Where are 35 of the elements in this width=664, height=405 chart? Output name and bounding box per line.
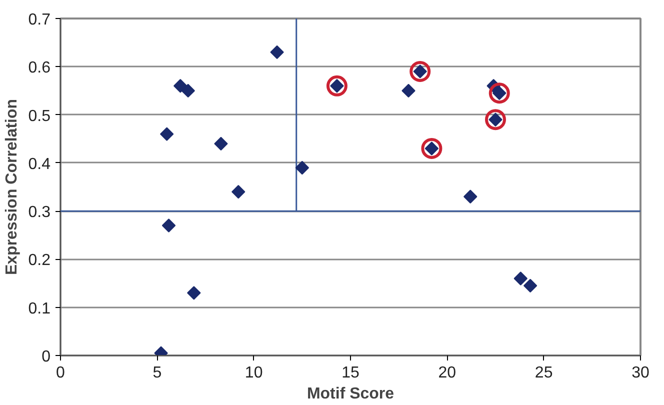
point: [485, 109, 506, 130]
y-tick-label: 0.6: [28, 60, 51, 77]
point: [410, 60, 431, 82]
point: [187, 286, 201, 300]
x-tick-label: 15: [342, 364, 360, 382]
y-tick-label: 0.4: [28, 156, 51, 173]
point: [464, 190, 478, 204]
point: [162, 218, 176, 232]
y-tick-label: 0: [42, 348, 51, 366]
x-tick-label: 10: [244, 364, 263, 382]
point: [174, 79, 188, 93]
x-tick-label: 25: [534, 364, 553, 382]
point: [402, 84, 416, 98]
point: [326, 75, 348, 96]
x-tick-label: 0: [56, 364, 66, 382]
point: [514, 272, 528, 286]
point: [181, 84, 195, 98]
x-tick-label: 5: [152, 364, 162, 382]
y-tick-label: 0.1: [28, 300, 51, 318]
y-tick-label: 0.5: [28, 108, 51, 125]
y-tick-label: 0.3: [28, 204, 51, 222]
point: [488, 82, 510, 104]
point: [270, 45, 284, 60]
point: [421, 138, 442, 159]
y-tick-label: 0.2: [28, 252, 51, 270]
x-tick-label: 20: [438, 364, 456, 382]
point: [232, 184, 246, 199]
point: [160, 127, 174, 141]
x-tick-label: 30: [632, 364, 650, 382]
x-axis-title: Motif Score: [306, 386, 394, 402]
y-tick-label: 0.7: [28, 12, 51, 28]
point: [523, 278, 538, 293]
point: [295, 160, 310, 175]
y-axis-title: Expression Correlation: [3, 98, 20, 276]
point: [214, 136, 228, 151]
